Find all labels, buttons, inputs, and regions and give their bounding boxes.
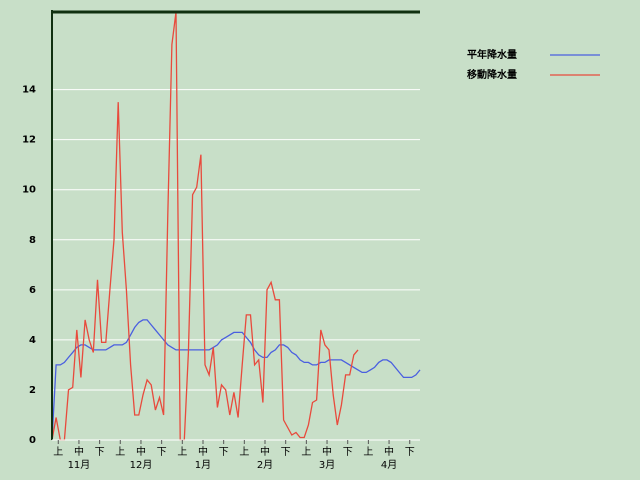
x-tick-label: 上	[363, 446, 373, 458]
x-tick-label: 中	[322, 445, 332, 458]
plot-area	[52, 12, 420, 440]
grid	[52, 89, 420, 391]
x-tick-label: 下	[219, 447, 229, 458]
x-tick-label: 上	[239, 446, 249, 458]
x-tick-label: 中	[198, 445, 208, 458]
x-tick-label: 中	[260, 445, 270, 458]
x-tick-label: 上	[301, 446, 311, 458]
x-tick-label: 上	[115, 446, 125, 458]
lines	[51, 11, 421, 441]
x-tick-label: 下	[281, 447, 291, 458]
y-tick-label: 8	[29, 235, 36, 246]
legend-label: 平年降水量	[467, 48, 517, 61]
y-tick-label: 4	[29, 335, 36, 346]
x-tick-label: 下	[405, 447, 415, 458]
x-tick-label: 下	[157, 447, 167, 458]
month-label: 1月	[195, 459, 211, 471]
series-line	[51, 319, 421, 441]
month-label: 3月	[319, 459, 335, 471]
x-tick-label: 中	[136, 445, 146, 458]
y-tick-label: 12	[22, 135, 36, 146]
month-label: 12月	[130, 459, 153, 471]
x-tick-label: 上	[53, 446, 63, 458]
x-tick-label: 下	[95, 447, 105, 458]
series-line	[51, 11, 359, 441]
x-tick-label: 中	[74, 445, 84, 458]
x-tick-label: 中	[384, 445, 394, 458]
month-label: 2月	[257, 459, 273, 471]
y-tick-label: 2	[29, 385, 36, 396]
x-tick-label: 上	[177, 446, 187, 458]
y-tick-label: 10	[22, 185, 36, 196]
month-label: 11月	[68, 459, 91, 471]
x-tick-label: 下	[343, 447, 353, 458]
y-tick-label: 6	[29, 285, 36, 296]
y-tick-label: 0	[29, 435, 36, 446]
y-tick-label: 14	[22, 85, 36, 96]
month-label: 4月	[381, 459, 397, 471]
legend-label: 移動降水量	[467, 68, 517, 81]
